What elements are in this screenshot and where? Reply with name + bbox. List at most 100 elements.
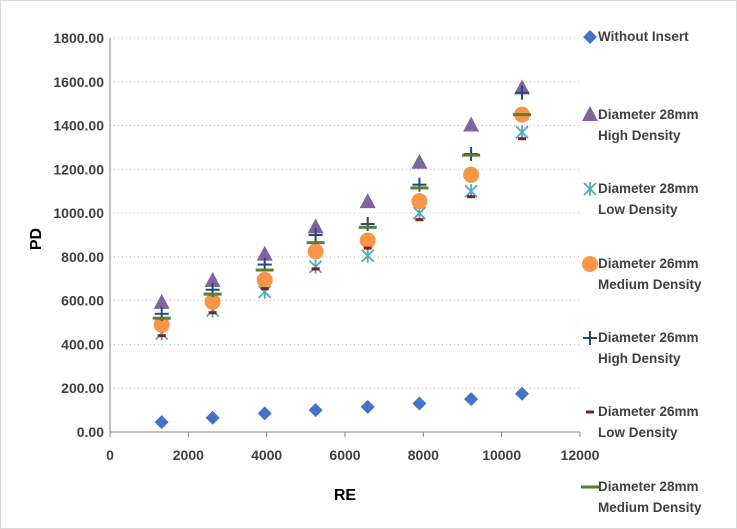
- data-point-series-6: [311, 267, 320, 271]
- diamond-shape: [360, 399, 375, 414]
- legend-label-series-4: Medium Density: [598, 277, 702, 292]
- y-tick-label: 800.00: [61, 249, 104, 265]
- diamond-shape: [583, 30, 597, 44]
- y-tick-label: 1400.00: [53, 118, 104, 134]
- dash-shape: [255, 268, 274, 272]
- y-tick-label: 200.00: [61, 380, 104, 396]
- triangle-shape: [307, 218, 324, 234]
- data-point-series-4: [204, 293, 221, 310]
- data-point-series-2: [463, 116, 480, 132]
- diamond-shape: [205, 410, 220, 425]
- data-point-series-3: [361, 248, 375, 263]
- data-point-series-7: [513, 113, 532, 117]
- legend-marker-series-2: [582, 106, 598, 121]
- data-point-series-5: [308, 228, 323, 242]
- data-point-series-4: [307, 243, 324, 260]
- legend-marker-series-1: [583, 30, 597, 44]
- x-tick-label: 10000: [482, 447, 521, 463]
- y-tick-label: 0.00: [77, 424, 104, 440]
- triangle-shape: [463, 116, 480, 132]
- y-tick-label: 600.00: [61, 293, 104, 309]
- data-point-series-6: [260, 287, 269, 291]
- data-point-series-1: [464, 392, 479, 407]
- circle-shape: [204, 293, 221, 310]
- legend-label-series-5: High Density: [598, 351, 681, 366]
- data-point-series-4: [463, 166, 480, 183]
- short-dash-shape: [157, 334, 166, 338]
- data-point-series-6: [415, 218, 424, 222]
- legend-label-series-2: High Density: [598, 128, 681, 143]
- dash-shape: [462, 153, 481, 157]
- legend-label-series-1: Without Insert: [598, 29, 689, 44]
- dash-shape: [410, 186, 429, 190]
- legend-marker-series-7: [581, 485, 599, 489]
- diamond-shape: [154, 415, 169, 430]
- data-point-series-7: [255, 268, 274, 272]
- triangle-shape: [153, 293, 170, 309]
- legend-label-series-2: Diameter 28mm: [598, 107, 699, 122]
- data-point-series-3: [308, 259, 323, 274]
- data-point-series-6: [363, 246, 372, 250]
- data-point-series-1: [308, 403, 323, 418]
- circle-shape: [307, 243, 324, 260]
- legend-label-series-7: Medium Density: [598, 500, 702, 515]
- y-axis-title: PD: [28, 228, 45, 250]
- short-dash-shape: [260, 287, 269, 291]
- data-point-series-1: [205, 410, 220, 425]
- data-point-series-6: [467, 195, 476, 199]
- legend-label-series-3: Low Density: [598, 202, 678, 217]
- y-tick-label: 1000.00: [53, 205, 104, 221]
- dash-shape: [306, 241, 325, 245]
- dash-shape: [203, 292, 222, 296]
- short-dash-shape: [208, 311, 217, 315]
- data-point-series-4: [256, 271, 273, 288]
- short-dash-shape: [311, 267, 320, 271]
- data-point-series-1: [154, 415, 169, 430]
- data-point-series-5: [515, 85, 530, 100]
- legend-marker-series-4: [582, 256, 598, 272]
- short-dash-shape: [467, 195, 476, 199]
- dash-shape: [152, 316, 171, 320]
- circle-shape: [359, 232, 376, 249]
- diamond-shape: [515, 386, 530, 401]
- short-dash-shape: [363, 246, 372, 250]
- diamond-shape: [308, 403, 323, 418]
- x-tick-label: 12000: [561, 447, 600, 463]
- short-dash-shape: [415, 218, 424, 222]
- legend-marker-series-6: [586, 410, 594, 414]
- data-point-series-7: [358, 225, 377, 229]
- data-point-series-2: [359, 193, 376, 209]
- dash-shape: [513, 113, 532, 117]
- circle-shape: [256, 271, 273, 288]
- dash-shape: [358, 225, 377, 229]
- x-tick-label: 8000: [408, 447, 439, 463]
- data-point-series-5: [360, 217, 375, 232]
- y-tick-label: 1600.00: [53, 74, 104, 90]
- diamond-shape: [464, 392, 479, 407]
- triangle-shape: [582, 106, 598, 121]
- legend-label-series-7: Diameter 28mm: [598, 479, 699, 494]
- diamond-shape: [257, 406, 272, 421]
- data-point-series-4: [411, 193, 428, 210]
- circle-shape: [153, 316, 170, 333]
- circle-shape: [582, 256, 598, 272]
- legend-label-series-6: Diameter 26mm: [598, 404, 699, 419]
- legend-label-series-3: Diameter 28mm: [598, 181, 699, 196]
- triangle-shape: [359, 193, 376, 209]
- legend-marker-series-5: [583, 331, 597, 345]
- data-point-series-7: [462, 153, 481, 157]
- x-axis-title: RE: [334, 487, 357, 504]
- data-point-series-3: [515, 125, 529, 140]
- data-point-series-1: [257, 406, 272, 421]
- x-tick-label: 0: [106, 447, 114, 463]
- legend-label-series-6: Low Density: [598, 425, 678, 440]
- x-tick-label: 6000: [329, 447, 360, 463]
- legend-label-series-5: Diameter 26mm: [598, 330, 699, 345]
- x-tick-label: 2000: [173, 447, 204, 463]
- data-point-series-4: [359, 232, 376, 249]
- data-point-series-1: [412, 396, 427, 411]
- circle-shape: [411, 193, 428, 210]
- triangle-shape: [411, 153, 428, 169]
- legend-marker-series-3: [583, 182, 597, 196]
